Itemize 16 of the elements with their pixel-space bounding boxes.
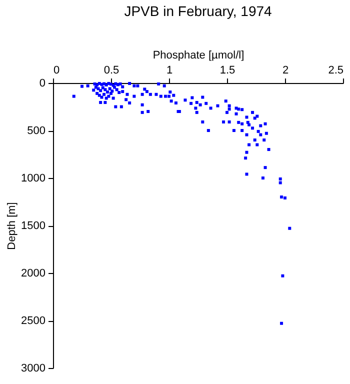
y-tick-label: 1000	[21, 172, 46, 184]
y-tick-label: 500	[27, 125, 46, 137]
y-tick-label: 3000	[21, 362, 46, 374]
x-tick-label: 1	[166, 64, 173, 76]
x-tick-label: 2	[282, 64, 289, 76]
y-tick-label: 2000	[21, 268, 46, 280]
x-tick-label: 0.5	[104, 64, 120, 76]
x-tick-label: 2.5	[328, 64, 344, 76]
chart-title: JPVB in February, 1974	[124, 3, 272, 19]
x-axis-title: Phosphate [µmol/l]	[152, 50, 244, 62]
y-axis-title: Depth [m]	[6, 202, 18, 250]
x-tick-label: 1.5	[220, 64, 236, 76]
y-tick-label: 1500	[21, 220, 46, 232]
y-tick-label: 2500	[21, 315, 46, 327]
y-tick-label: 0	[39, 78, 46, 90]
x-tick-label: 0	[54, 64, 60, 76]
